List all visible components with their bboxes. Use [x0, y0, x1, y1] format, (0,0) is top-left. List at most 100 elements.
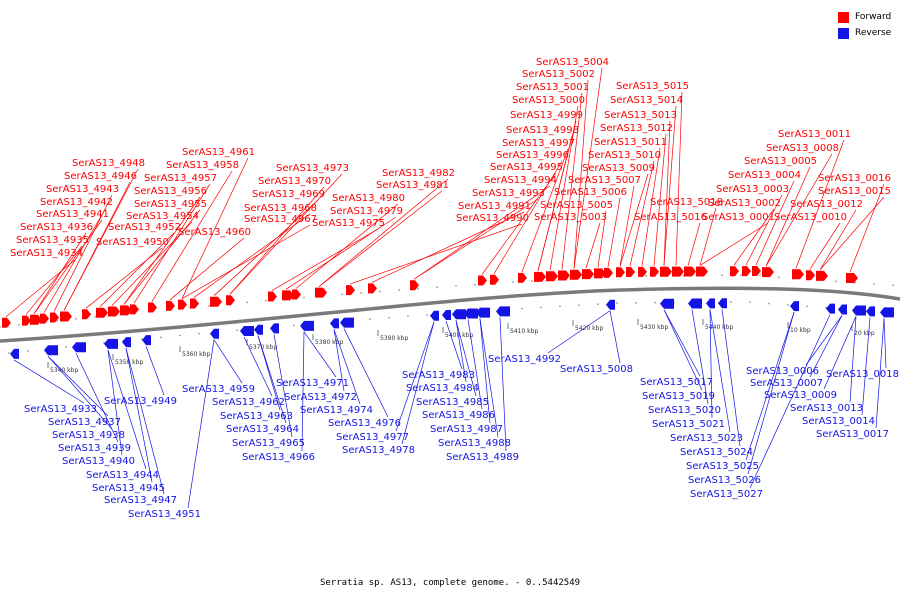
forward-gene-label: SerAS13_4960 — [178, 227, 251, 238]
forward-gene-label: SerAS13_5015 — [616, 81, 689, 92]
gene-labels: SerAS13_4934SerAS13_4935SerAS13_4936SerA… — [10, 57, 899, 520]
forward-gene-label: SerAS13_4967 — [244, 214, 317, 225]
forward-gene-label: SerAS13_4998 — [506, 125, 579, 136]
forward-gene-arrow — [806, 270, 815, 281]
forward-leader-line — [641, 147, 661, 266]
forward-gene-arrow — [60, 311, 72, 322]
forward-gene-label: SerAS13_4954 — [126, 211, 199, 222]
forward-leader-line — [549, 105, 579, 271]
reverse-gene-label: SerAS13_0006 — [746, 366, 819, 377]
reverse-gene-arrow — [442, 309, 451, 320]
reverse-gene-label: SerAS13_0013 — [790, 403, 863, 414]
reverse-gene-arrow — [866, 306, 875, 317]
forward-gene-arrow — [490, 274, 499, 285]
forward-gene-label: SerAS13_0008 — [766, 143, 839, 154]
reverse-gene-arrow — [838, 304, 847, 315]
forward-leader-line — [819, 209, 857, 271]
forward-gene-label: SerAS13_4948 — [72, 158, 145, 169]
forward-gene-label: SerAS13_4980 — [332, 193, 405, 204]
reverse-gene-label: SerAS13_4971 — [276, 378, 349, 389]
forward-gene-label: SerAS13_4996 — [496, 150, 569, 161]
reverse-leader-line — [861, 317, 871, 416]
reverse-gene-label: SerAS13_5024 — [680, 447, 753, 458]
legend: Forward Reverse — [838, 9, 891, 41]
forward-leader-line — [765, 166, 811, 267]
forward-gene-label: SerAS13_4956 — [134, 186, 207, 197]
reverse-leader-line — [243, 336, 273, 397]
reverse-gene-label: SerAS13_4984 — [406, 383, 479, 394]
reverse-gene-label: SerAS13_4992 — [488, 354, 561, 365]
forward-gene-label: SerAS13_4975 — [312, 218, 385, 229]
forward-gene-label: SerAS13_5009 — [582, 163, 655, 174]
reverse-leader-line — [709, 309, 713, 419]
reverse-leader-line — [107, 349, 123, 456]
reverse-gene-label: SerAS13_4962 — [212, 397, 285, 408]
forward-gene-arrow — [752, 266, 761, 277]
legend-reverse: Reverse — [838, 25, 891, 41]
forward-leader-line — [318, 190, 443, 287]
forward-gene-label: SerAS13_4991 — [458, 201, 531, 212]
forward-leader-line — [193, 213, 311, 298]
reverse-gene-label: SerAS13_4977 — [336, 432, 409, 443]
legend-forward: Forward — [838, 9, 891, 25]
forward-gene-label: SerAS13_5006 — [554, 187, 627, 198]
forward-leader-line — [229, 186, 325, 295]
forward-leader-line — [809, 222, 841, 270]
forward-gene-label: SerAS13_5001 — [516, 82, 589, 93]
reverse-gene-label: SerAS13_4949 — [104, 396, 177, 407]
forward-leader-line — [349, 223, 523, 285]
forward-gene-label: SerAS13_5004 — [536, 57, 609, 68]
reverse-gene-arrow — [718, 298, 727, 309]
forward-leader-line — [699, 207, 717, 266]
forward-leader-line — [663, 120, 671, 266]
forward-gene-label: SerAS13_4969 — [252, 189, 325, 200]
reverse-gene-label: SerAS13_0014 — [802, 416, 875, 427]
reverse-leader-line — [401, 321, 435, 445]
forward-leader-line — [271, 228, 379, 291]
forward-gene-arrow — [108, 306, 120, 317]
forward-leader-line — [597, 210, 607, 268]
reverse-leader-line — [125, 348, 153, 483]
forward-gene-arrow — [30, 314, 42, 325]
reverse-leader-line — [547, 310, 611, 354]
tick-label: 5390 kbp — [380, 335, 408, 342]
reverse-gene-arrow — [496, 306, 510, 317]
forward-leader-line — [585, 222, 601, 269]
reverse-leader-line — [395, 321, 435, 432]
forward-leader-line — [573, 79, 589, 269]
forward-gene-arrow — [604, 267, 613, 278]
reverse-leader-line — [145, 346, 165, 396]
forward-leader-line — [43, 207, 107, 313]
forward-gene-arrow — [558, 270, 570, 281]
forward-leader-line — [493, 160, 563, 274]
forward-leader-line — [849, 183, 885, 273]
reverse-gene-label: SerAS13_4963 — [220, 411, 293, 422]
reverse-gene-label: SerAS13_0007 — [750, 378, 823, 389]
forward-gene-label: SerAS13_0001 — [702, 212, 775, 223]
legend-forward-label: Forward — [855, 12, 892, 22]
reverse-leader-line — [213, 339, 243, 384]
forward-gene-arrow — [82, 309, 91, 320]
forward-gene-arrow — [148, 302, 157, 313]
label-leaders — [5, 67, 887, 509]
forward-leader-line — [213, 199, 319, 296]
forward-leader-line — [318, 178, 449, 287]
reverse-gene-arrow — [706, 298, 715, 309]
forward-leader-line — [795, 139, 845, 269]
reverse-leader-line — [445, 320, 463, 370]
reverse-gene-label: SerAS13_4978 — [342, 445, 415, 456]
reverse-leader-line — [883, 318, 887, 369]
forward-gene-label: SerAS13_0010 — [774, 212, 847, 223]
tick-label: 5420 kbp — [575, 325, 603, 332]
forward-leader-line — [99, 232, 175, 307]
forward-gene-label: SerAS13_4958 — [166, 160, 239, 171]
forward-leader-line — [675, 91, 683, 266]
reverse-leader-line — [709, 309, 731, 433]
reverse-leader-line — [257, 335, 287, 424]
forward-gene-label: SerAS13_5016 — [634, 212, 707, 223]
reverse-gene-label: SerAS13_5020 — [648, 405, 721, 416]
reverse-gene-label: SerAS13_5025 — [686, 461, 759, 472]
forward-leader-line — [745, 194, 783, 266]
forward-gene-label: SerAS13_4942 — [40, 197, 113, 208]
forward-gene-label: SerAS13_4994 — [484, 175, 557, 186]
